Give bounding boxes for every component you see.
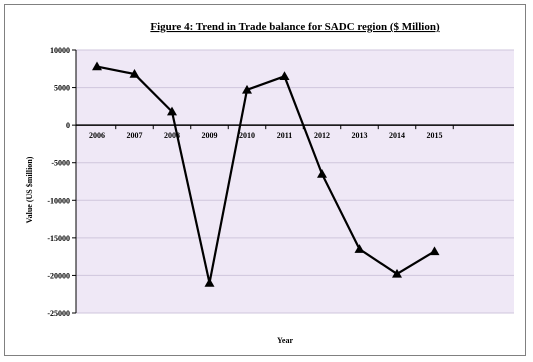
x-tick-label: 2007 [127, 131, 143, 140]
x-tick-label: 2014 [389, 131, 405, 140]
y-tick-label: 5000 [54, 84, 70, 93]
y-tick-labels: 10000 5000 0 -5000 -10000 -15000 -20000 -25000 [47, 46, 77, 318]
y-tick-label: -25000 [47, 309, 70, 318]
y-tick-label: 0 [66, 121, 70, 130]
x-tick-label: 2012 [314, 131, 330, 140]
y-tick-label: -15000 [47, 234, 70, 243]
y-axis-title: Value (US $million) [25, 156, 34, 223]
x-axis: 2006 2007 2008 2009 2010 2011 2012 2013 2014 2015 [76, 124, 514, 140]
data-point-marker [129, 69, 140, 78]
x-tick-label: 2008 [164, 131, 180, 140]
data-point-marker [242, 84, 252, 94]
y-tick-label: 10000 [50, 46, 70, 55]
x-tick-label: 2006 [89, 131, 105, 140]
y-tick-label: -10000 [47, 196, 70, 205]
data-point-marker [167, 106, 177, 116]
x-tick-label: 2015 [427, 131, 443, 140]
y-tick-label: -5000 [51, 159, 70, 168]
data-point-marker [92, 61, 102, 71]
x-tick-label: 2013 [352, 131, 368, 140]
plot-area [76, 50, 514, 313]
x-tick-label: 2010 [239, 131, 255, 140]
data-point-marker [354, 244, 365, 253]
data-point-marker [279, 71, 290, 81]
chart-title: Figure 4: Trend in Trade balance for SAD… [150, 21, 440, 33]
data-point-marker [429, 246, 440, 256]
series-line [96, 65, 436, 284]
chart-frame: Figure 4: Trend in Trade balance for SAD… [4, 4, 526, 356]
data-point-marker [317, 168, 327, 178]
x-tick-label: 2009 [202, 131, 218, 140]
x-tick-label: 2011 [277, 131, 293, 140]
chart-svg: Figure 4: Trend in Trade balance for SAD… [25, 21, 514, 345]
y-tick-label: -20000 [47, 271, 70, 280]
data-point-marker [392, 268, 402, 278]
x-axis-title: Year [277, 336, 293, 345]
series-layer [92, 61, 440, 287]
data-point-marker [204, 277, 215, 287]
